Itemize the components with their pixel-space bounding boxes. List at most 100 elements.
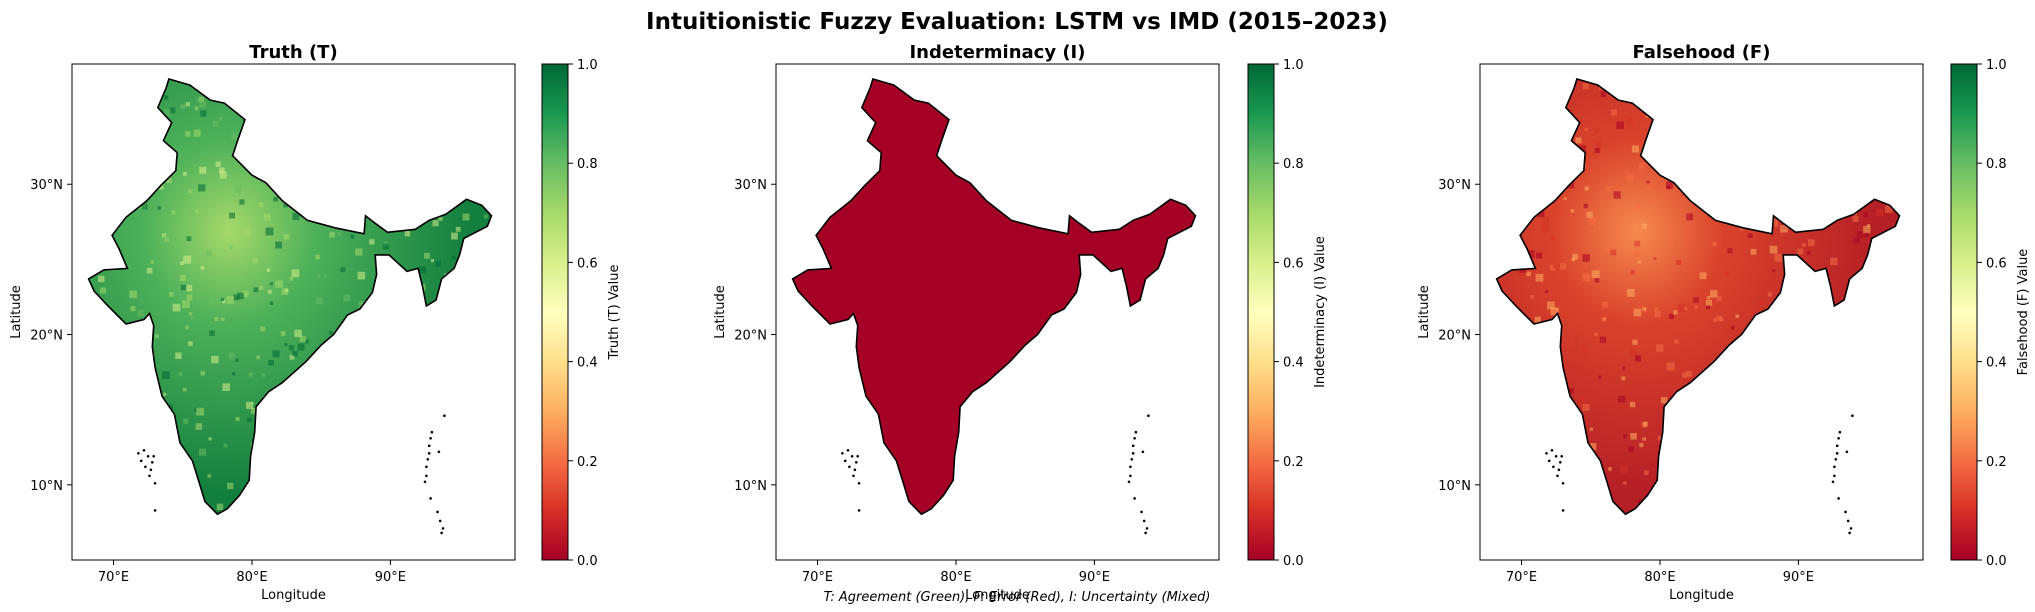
island-marker — [430, 430, 434, 434]
x-axis-label: Longitude — [1669, 588, 1734, 603]
island-marker — [1140, 510, 1143, 514]
island-marker — [857, 509, 861, 512]
island-marker — [142, 449, 146, 452]
y-tick-label: 20°N — [734, 329, 767, 344]
island-marker — [1129, 474, 1132, 478]
island-marker — [1849, 527, 1853, 530]
y-tick-label: 10°N — [734, 479, 767, 494]
y-tick-label: 30°N — [734, 178, 767, 193]
x-tick-label: 70°E — [1506, 570, 1537, 585]
island-marker — [139, 459, 143, 463]
y-tick-label: 30°N — [30, 178, 63, 193]
island-marker — [1133, 437, 1136, 440]
island-marker — [852, 474, 855, 478]
island-marker — [1559, 461, 1562, 464]
island-marker — [1561, 482, 1565, 485]
island-marker — [153, 509, 157, 512]
colorbar-gradient — [1247, 63, 1275, 561]
colorbar-tick-label: 1.0 — [1283, 58, 1304, 73]
y-tick-label: 30°N — [1438, 178, 1471, 193]
island-marker — [1147, 414, 1150, 418]
india-heat-field — [1496, 79, 1900, 515]
colorbar-label: Truth (T) Value — [607, 264, 622, 360]
island-marker — [423, 480, 427, 484]
island-marker — [1134, 430, 1138, 434]
panel-3: Falsehood (F) 70°E 80°E 90°E 10°N 20°N 30°N Lon… — [1417, 42, 2031, 603]
colorbar-tick-label: 0.0 — [1283, 554, 1304, 569]
island-marker — [1833, 465, 1836, 469]
colorbar-tick-label: 0.6 — [1986, 256, 2007, 271]
y-axis-label: Latitude — [9, 285, 24, 339]
y-tick-label: 20°N — [30, 329, 63, 344]
island-marker — [1846, 519, 1850, 523]
island-marker — [1129, 465, 1132, 469]
x-tick-label: 90°E — [375, 570, 406, 585]
island-marker — [441, 527, 445, 530]
island-marker — [1831, 480, 1835, 484]
colorbar-tick-label: 1.0 — [577, 58, 598, 73]
island-marker — [440, 531, 443, 535]
island-marker — [1835, 444, 1839, 448]
x-tick-label: 80°E — [940, 570, 971, 585]
island-marker — [427, 452, 431, 455]
island-marker — [425, 474, 428, 478]
colorbar-tick-label: 0.2 — [577, 455, 598, 470]
island-marker — [1561, 509, 1565, 512]
island-marker — [144, 465, 147, 469]
colorbar-tick-label: 0.0 — [577, 554, 598, 569]
y-axis-label: Latitude — [713, 285, 728, 339]
island-marker — [1834, 458, 1838, 461]
island-marker — [426, 458, 430, 461]
island-marker — [151, 461, 154, 464]
india-heat-field — [792, 79, 1196, 515]
colorbar-tick-label: 0.4 — [1283, 356, 1304, 371]
panel-2: Indeterminacy (I) 70°E 80°E 90°E 10°N 20°N 30°… — [713, 42, 1328, 603]
x-axis-label: Longitude — [965, 588, 1030, 603]
colorbar-tick-label: 0.8 — [1283, 157, 1304, 172]
x-tick-label: 70°E — [802, 570, 833, 585]
island-marker — [429, 497, 432, 500]
island-marker — [149, 468, 153, 472]
x-tick-label: 90°E — [1079, 570, 1110, 585]
island-marker — [1844, 510, 1847, 514]
island-marker — [1851, 414, 1854, 418]
y-tick-label: 10°N — [1438, 479, 1471, 494]
x-axis-label: Longitude — [261, 588, 326, 603]
island-marker — [1141, 450, 1145, 454]
island-marker — [1142, 519, 1146, 523]
colorbar-tick-label: 0.6 — [577, 256, 598, 271]
island-marker — [1556, 474, 1559, 478]
figure-suptitle: Intuitionistic Fuzzy Evaluation: LSTM vs… — [646, 9, 1388, 35]
panel-title: Indeterminacy (I) — [909, 42, 1085, 63]
island-marker — [1133, 497, 1136, 500]
colorbar-label: Indeterminacy (I) Value — [1313, 236, 1328, 388]
island-marker — [841, 452, 844, 455]
island-marker — [850, 455, 854, 458]
country-outline — [1495, 78, 1901, 516]
panel-title: Truth (T) — [249, 42, 337, 63]
island-marker — [1144, 531, 1147, 535]
island-marker — [1131, 444, 1135, 448]
island-marker — [857, 482, 861, 485]
island-marker — [1550, 449, 1554, 452]
island-marker — [436, 510, 439, 514]
x-tick-label: 80°E — [236, 570, 267, 585]
island-marker — [1837, 497, 1840, 500]
country-outline — [87, 78, 493, 516]
island-marker — [152, 455, 155, 458]
india-heat-field — [88, 79, 492, 515]
island-marker — [848, 465, 851, 469]
colorbar-tick-label: 0.0 — [1986, 554, 2007, 569]
island-marker — [1838, 430, 1842, 434]
x-tick-label: 70°E — [98, 570, 129, 585]
island-marker — [1560, 455, 1563, 458]
y-axis-label: Latitude — [1417, 285, 1432, 339]
island-marker — [1837, 437, 1840, 440]
island-marker — [853, 468, 857, 472]
island-marker — [425, 465, 428, 469]
island-marker — [1557, 468, 1561, 472]
island-marker — [148, 474, 151, 478]
colorbar-tick-label: 0.4 — [1986, 356, 2007, 371]
y-tick-label: 20°N — [1438, 329, 1471, 344]
